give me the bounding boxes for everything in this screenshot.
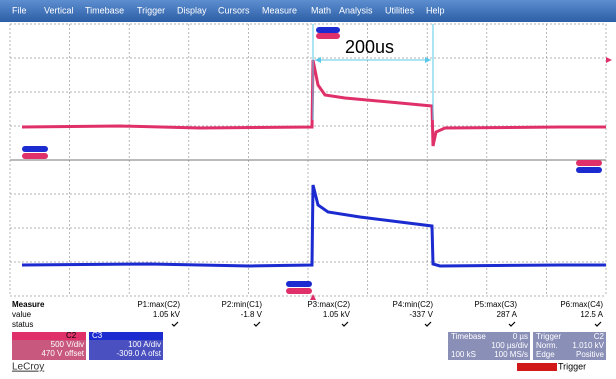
timebase-scale: 100 µs/div [491, 341, 528, 350]
timebase-samples: 100 kS [451, 350, 476, 359]
menu-item[interactable]: Cursors [218, 5, 250, 15]
marker [316, 33, 340, 39]
row-label: status [12, 320, 33, 329]
channel-offset: 470 V offset [41, 349, 84, 358]
menu-item[interactable]: Timebase [85, 5, 124, 15]
measure-value: 1.05 kV [153, 310, 181, 319]
menu-item[interactable]: Display [177, 5, 207, 15]
marker [22, 153, 48, 159]
marker [576, 160, 602, 166]
channel-offset: -309.0 A ofst [117, 349, 162, 358]
trigger-type: Edge [536, 350, 555, 359]
trigger-level: 1.010 kV [572, 341, 604, 350]
annotation: 200us [345, 37, 394, 57]
trigger-title: Trigger [536, 332, 561, 341]
menu-item[interactable]: Measure [262, 5, 297, 15]
marker [22, 146, 48, 152]
trigger-label: Trigger [558, 361, 586, 371]
scope-screen: File Vertical Timebase Trigger Display Cursor… [0, 0, 616, 374]
measure-value: 287 A [497, 310, 518, 319]
measure-name: P4:min(C2) [393, 300, 434, 309]
channel-scale: 100 A/div [128, 340, 161, 349]
menu-item[interactable]: File [12, 5, 27, 15]
row-label: value [12, 310, 32, 319]
menu-item[interactable]: Math [311, 5, 331, 15]
menu-item[interactable]: Help [426, 5, 445, 15]
measure-value: 12.5 A [580, 310, 603, 319]
measure-value: 1.05 kV [323, 310, 351, 319]
menu-item[interactable]: Trigger [137, 5, 165, 15]
marker [286, 281, 312, 287]
menu-item[interactable]: Utilities [385, 5, 415, 15]
timebase-rate: 100 MS/s [494, 350, 528, 359]
measure-table: Measure value status P1:max(C2)1.05 kVP2… [12, 300, 604, 329]
menu-item[interactable]: Vertical [44, 5, 74, 15]
channel-name: C2 [66, 331, 77, 340]
measure-header: Measure [12, 300, 45, 309]
measure-name: P5:max(C3) [474, 300, 517, 309]
marker [316, 27, 340, 33]
trigger-level [606, 57, 612, 63]
measure-name: P1:max(C2) [137, 300, 180, 309]
menu-item[interactable]: Analysis [339, 5, 373, 15]
measure-value: -337 V [409, 310, 433, 319]
measure-value: -1.8 V [241, 310, 263, 319]
logo: LeCroy [12, 362, 44, 373]
status-check [172, 322, 178, 326]
trigger-slope: Positive [576, 350, 605, 359]
marker [576, 167, 602, 173]
channel-scale: 500 V/div [51, 340, 84, 349]
measure-name: P3:max(C2) [307, 300, 350, 309]
status-check [595, 322, 601, 326]
channel-c2: C2 500 V/div 470 V offset [12, 331, 86, 360]
status-check [254, 322, 260, 326]
channel-name: C3 [92, 331, 103, 340]
status-check [509, 322, 515, 326]
marker [286, 288, 312, 294]
measure-name: P6:max(C4) [560, 300, 603, 309]
status-check [342, 322, 348, 326]
timebase-box: Timebase 0 µs 100 µs/div 100 kS 100 MS/s [448, 332, 530, 360]
trigger-indicator [517, 363, 557, 371]
trigger-source: C2 [594, 332, 605, 341]
timebase-delay: 0 µs [513, 332, 528, 341]
trigger-box: Trigger C2 Norm. 1.010 kV Edge Positive [533, 332, 606, 360]
trigger-mode: Norm. [536, 341, 558, 350]
timebase-title: Timebase [451, 332, 486, 341]
measure-name: P2:min(C1) [222, 300, 263, 309]
status-check [425, 322, 431, 326]
channel-c3: C3 100 A/div -309.0 A ofst [89, 331, 163, 360]
